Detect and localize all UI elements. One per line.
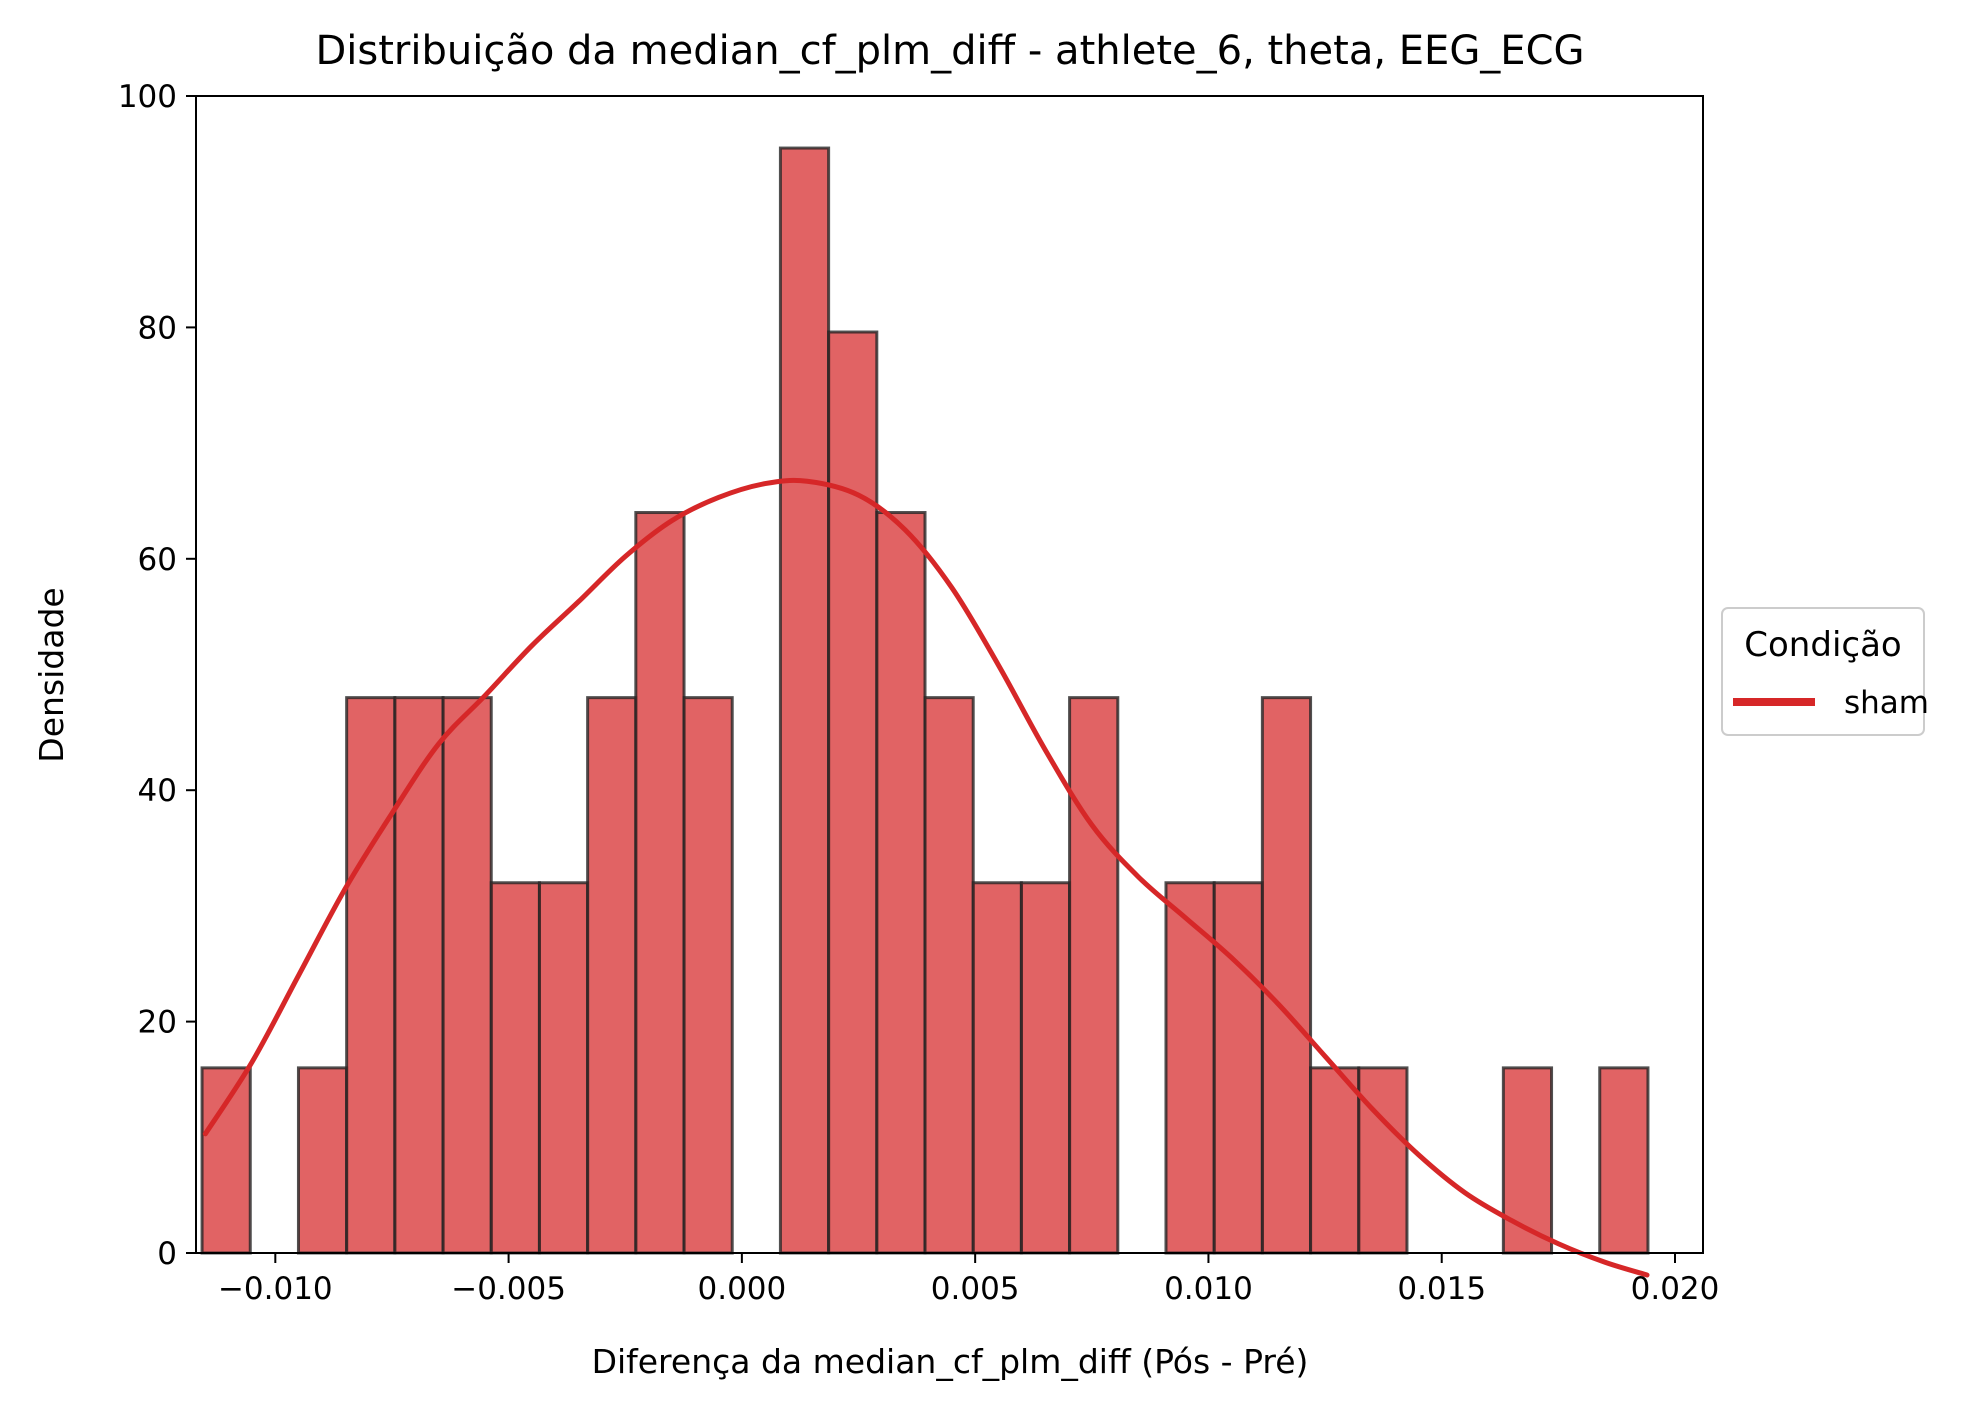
histogram-bar	[441, 696, 493, 1255]
x-tick-label: 0.005	[931, 1271, 1020, 1307]
x-tick-label: 0.010	[1164, 1271, 1253, 1307]
chart-title: Distribuição da median_cf_plm_diff - ath…	[315, 28, 1584, 74]
histogram-bar	[682, 696, 734, 1255]
histogram-bar	[1164, 881, 1216, 1255]
histogram-bar	[1501, 1066, 1554, 1255]
histogram-bar	[1357, 1066, 1409, 1255]
x-tick-label: 0.015	[1397, 1271, 1486, 1307]
histogram-bar	[1068, 696, 1120, 1255]
x-axis-label: Diferença da median_cf_plm_diff (Pós - P…	[592, 1342, 1309, 1381]
legend-label-sham: sham	[1844, 685, 1929, 721]
histogram-bar	[1260, 696, 1313, 1255]
y-tick-label: 0	[157, 1236, 177, 1272]
x-tick-label: 0.000	[698, 1271, 787, 1307]
histogram-bar	[1598, 1066, 1650, 1255]
y-axis-label: Densidade	[32, 587, 71, 762]
x-tick-label: −0.005	[451, 1271, 566, 1307]
histogram-bar	[489, 881, 541, 1255]
y-tick-label: 60	[138, 542, 177, 578]
histogram-bar	[971, 881, 1023, 1255]
y-axis-ticks: 0 20 40 60 80 100	[118, 79, 196, 1272]
legend-title: Condição	[1744, 625, 1901, 665]
y-tick-label: 20	[138, 1005, 177, 1041]
histogram-bar	[1212, 881, 1264, 1255]
x-tick-label: 0.020	[1631, 1271, 1720, 1307]
legend: Condição sham	[1721, 607, 1929, 736]
histogram-bar	[200, 1066, 252, 1255]
histogram-bar	[586, 696, 638, 1255]
y-tick-label: 40	[138, 773, 177, 809]
histogram-bar	[923, 696, 975, 1255]
histogram-bar	[827, 330, 879, 1255]
x-tick-label: −0.010	[218, 1271, 333, 1307]
x-axis-ticks: −0.010 −0.005 0.000 0.005 0.010 0.015 0.020	[218, 1253, 1719, 1307]
kde-layer	[202, 477, 1650, 1278]
histogram-bar	[778, 146, 831, 1255]
histogram-bar	[875, 511, 927, 1255]
histogram-bar	[1019, 881, 1072, 1255]
histogram-bar	[634, 511, 686, 1255]
histogram-bars	[200, 146, 1650, 1255]
histogram-bar	[345, 696, 397, 1255]
histogram-bar	[537, 881, 590, 1255]
histogram-bar	[296, 1066, 349, 1255]
histogram-bar	[393, 696, 445, 1255]
y-tick-label: 100	[118, 79, 177, 115]
histogram-bar	[1309, 1066, 1361, 1255]
y-tick-label: 80	[138, 310, 177, 346]
kde-line-sham	[202, 477, 1650, 1278]
plot-frame	[195, 95, 1704, 1254]
